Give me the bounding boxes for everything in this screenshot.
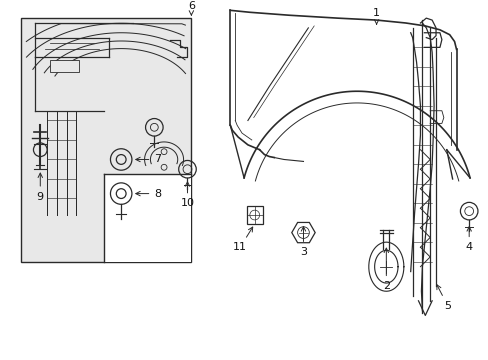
Text: 8: 8 <box>136 189 161 199</box>
Text: 4: 4 <box>465 227 472 252</box>
Polygon shape <box>291 222 315 243</box>
Text: 2: 2 <box>382 248 389 291</box>
Text: 7: 7 <box>136 154 161 165</box>
Bar <box>246 206 262 224</box>
Bar <box>103 174 191 262</box>
Text: 6: 6 <box>187 1 195 15</box>
Bar <box>50 60 79 72</box>
Text: 3: 3 <box>299 227 306 257</box>
Text: 1: 1 <box>372 8 379 24</box>
Text: 5: 5 <box>436 285 450 311</box>
FancyBboxPatch shape <box>21 18 191 262</box>
Text: 11: 11 <box>233 227 252 252</box>
Text: 10: 10 <box>180 182 194 208</box>
Text: 9: 9 <box>37 173 44 202</box>
